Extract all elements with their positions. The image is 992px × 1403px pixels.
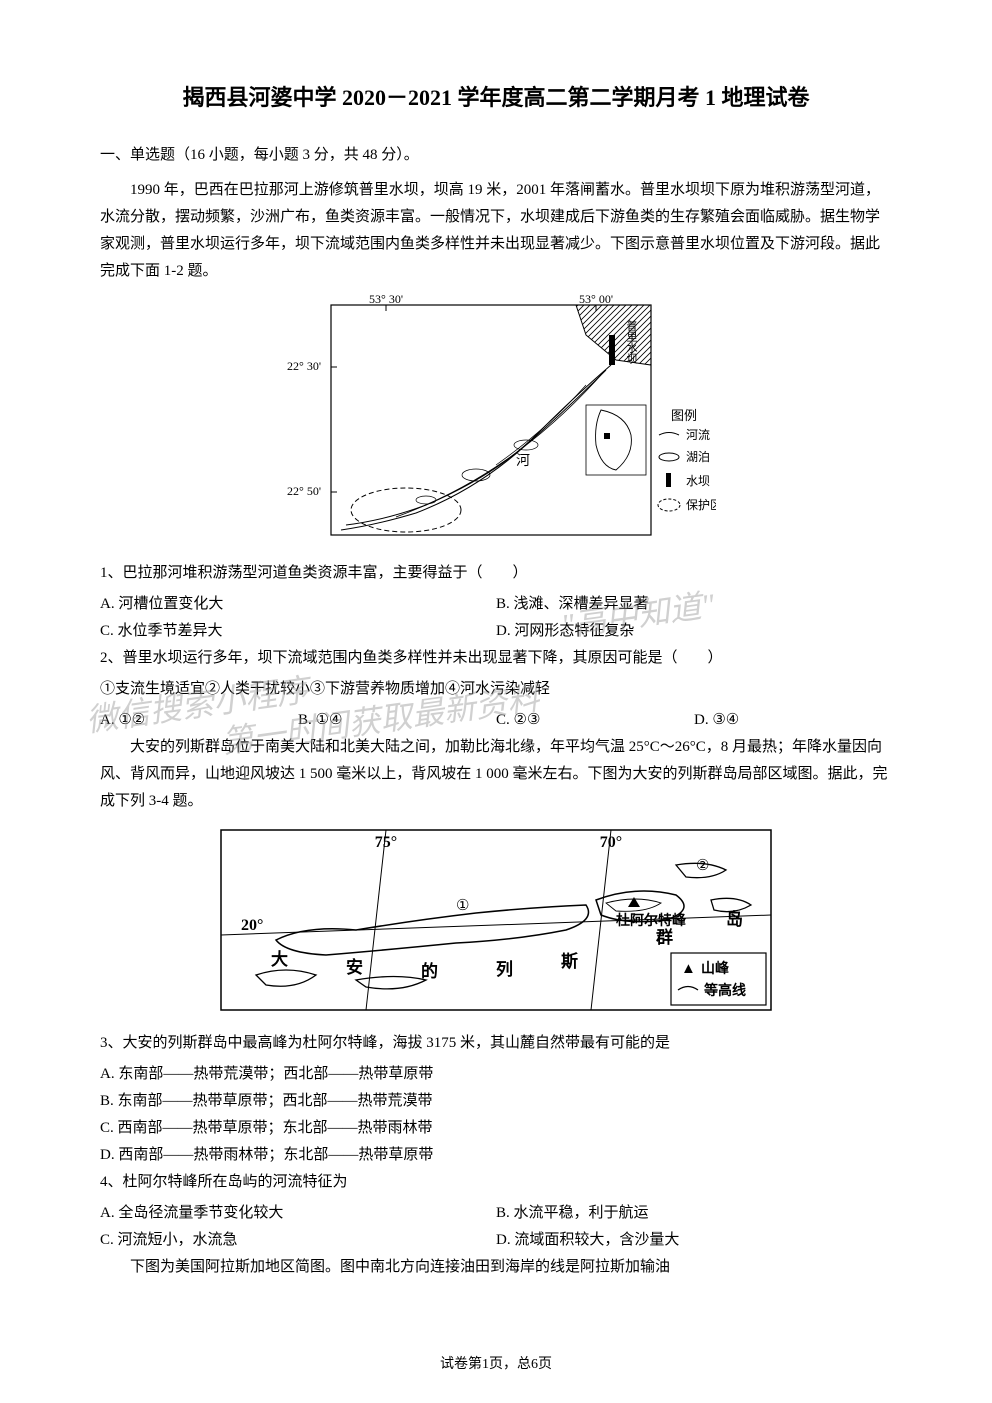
- q2-opt-b: B. ①④: [298, 707, 496, 734]
- passage-2: 大安的列斯群岛位于南美大陆和北美大陆之间，加勒比海北缘，年平均气温 25°C～2…: [100, 734, 892, 815]
- question-1-options: A. 河槽位置变化大 B. 浅滩、深槽差异显著 C. 水位季节差异大 D. 河网…: [100, 591, 892, 645]
- svg-text:▲: ▲: [681, 961, 696, 977]
- figure-1-map: 53° 30' 53° 00' 22° 30' 22° 50' 河 普里水坝 图…: [276, 295, 716, 545]
- q4-opt-c: C. 河流短小，水流急: [100, 1227, 496, 1254]
- question-3: 3、大安的列斯群岛中最高峰为杜阿尔特峰，海拔 3175 米，其山麓自然带最有可能…: [100, 1030, 892, 1057]
- figure-2-container: 75° 70° 20° ① ② 大 安 的 列 斯 群 岛 杜阿尔特峰 ▲ 山峰…: [100, 825, 892, 1020]
- figure-1-container: 53° 30' 53° 00' 22° 30' 22° 50' 河 普里水坝 图…: [100, 295, 892, 550]
- svg-text:湖泊: 湖泊: [686, 449, 710, 464]
- svg-text:①: ①: [456, 898, 469, 914]
- svg-text:等高线: 等高线: [704, 982, 746, 999]
- svg-text:杜阿尔特峰: 杜阿尔特峰: [616, 912, 687, 929]
- svg-text:河流: 河流: [686, 428, 710, 442]
- svg-text:75°: 75°: [375, 834, 397, 851]
- q3-opt-d: D. 西南部——热带雨林带；东北部——热带草原带: [100, 1142, 892, 1169]
- svg-text:水坝: 水坝: [686, 474, 710, 488]
- svg-text:的: 的: [421, 961, 438, 981]
- q2-opt-c: C. ②③: [496, 707, 694, 734]
- q3-opt-a: A. 东南部——热带荒漠带；西北部——热带草原带: [100, 1061, 892, 1088]
- q1-opt-b: B. 浅滩、深槽差异显著: [496, 591, 892, 618]
- q4-opt-b: B. 水流平稳，利于航运: [496, 1200, 892, 1227]
- svg-text:②: ②: [696, 858, 709, 874]
- svg-text:22° 50': 22° 50': [287, 484, 321, 498]
- question-1: 1、巴拉那河堆积游荡型河道鱼类资源丰富，主要得益于（ ）: [100, 560, 892, 587]
- svg-text:20°: 20°: [241, 917, 263, 934]
- passage-1: 1990 年，巴西在巴拉那河上游修筑普里水坝，坝高 19 米，2001 年落闸蓄…: [100, 177, 892, 285]
- question-4-options: A. 全岛径流量季节变化较大 B. 水流平稳，利于航运 C. 河流短小，水流急 …: [100, 1200, 892, 1254]
- svg-text:53° 00': 53° 00': [579, 295, 613, 306]
- q2-opt-a: A. ①②: [100, 707, 298, 734]
- question-2: 2、普里水坝运行多年，坝下流域范围内鱼类多样性并未出现显著下降，其原因可能是（ …: [100, 645, 892, 672]
- section-header: 一、单选题（16 小题，每小题 3 分，共 48 分）。: [100, 142, 892, 169]
- q1-opt-c: C. 水位季节差异大: [100, 618, 496, 645]
- svg-text:河: 河: [516, 453, 530, 469]
- svg-text:岛: 岛: [726, 909, 743, 929]
- question-3-options: A. 东南部——热带荒漠带；西北部——热带草原带 B. 东南部——热带草原带；西…: [100, 1061, 892, 1169]
- passage-3: 下图为美国阿拉斯加地区简图。图中南北方向连接油田到海岸的线是阿拉斯加输油: [100, 1254, 892, 1281]
- question-2-options: A. ①② B. ①④ C. ②③ D. ③④: [100, 707, 892, 734]
- exam-title: 揭西县河婆中学 2020－2021 学年度高二第二学期月考 1 地理试卷: [100, 80, 892, 112]
- svg-text:70°: 70°: [600, 834, 622, 851]
- figure-2-map: 75° 70° 20° ① ② 大 安 的 列 斯 群 岛 杜阿尔特峰 ▲ 山峰…: [216, 825, 776, 1015]
- q1-opt-a: A. 河槽位置变化大: [100, 591, 496, 618]
- question-4: 4、杜阿尔特峰所在岛屿的河流特征为: [100, 1169, 892, 1196]
- svg-text:53° 30': 53° 30': [369, 295, 403, 306]
- q3-opt-c: C. 西南部——热带草原带；东北部——热带雨林带: [100, 1115, 892, 1142]
- question-2-choices: ①支流生境适宜②人类干扰较小③下游营养物质增加④河水污染减轻: [100, 676, 892, 703]
- q4-opt-d: D. 流域面积较大，含沙量大: [496, 1227, 892, 1254]
- svg-text:图例: 图例: [671, 408, 697, 423]
- q4-opt-a: A. 全岛径流量季节变化较大: [100, 1200, 496, 1227]
- q2-opt-d: D. ③④: [694, 707, 892, 734]
- svg-text:安: 安: [346, 957, 363, 977]
- svg-text:斯: 斯: [561, 951, 578, 971]
- svg-text:普里水坝: 普里水坝: [625, 319, 638, 364]
- q3-opt-b: B. 东南部——热带草原带；西北部——热带荒漠带: [100, 1088, 892, 1115]
- svg-text:大: 大: [271, 949, 288, 969]
- page-footer: 试卷第1页，总6页: [0, 1353, 992, 1373]
- svg-text:群: 群: [656, 927, 673, 947]
- svg-text:22° 30': 22° 30': [287, 359, 321, 373]
- svg-text:列: 列: [496, 959, 513, 979]
- svg-text:保护区: 保护区: [686, 498, 716, 512]
- q1-opt-d: D. 河网形态特征复杂: [496, 618, 892, 645]
- svg-text:山峰: 山峰: [701, 960, 730, 977]
